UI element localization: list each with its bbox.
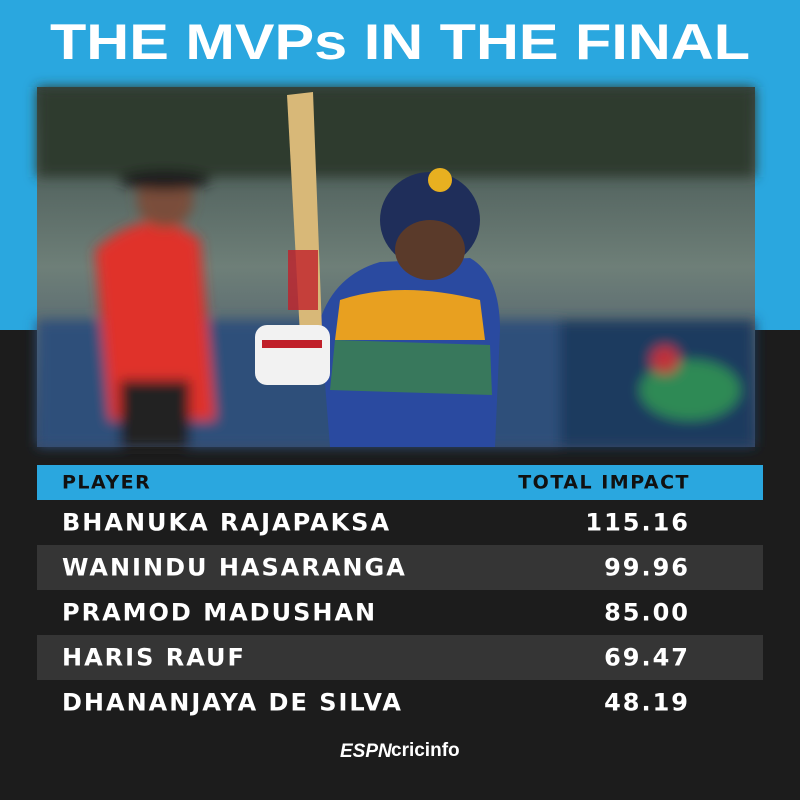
- impact-score: 85.00: [604, 599, 690, 627]
- player-name: DHANANJAYA DE SILVA: [62, 689, 403, 717]
- impact-score: 48.19: [604, 689, 690, 717]
- player-name: BHANUKA RAJAPAKSA: [62, 509, 391, 537]
- player-name: PRAMOD MADUSHAN: [62, 599, 377, 627]
- brand-logo: ESPN cricinfo: [340, 740, 460, 762]
- row-stripe: [37, 545, 763, 590]
- impact-score: 99.96: [604, 554, 690, 582]
- column-header: PLAYER: [62, 472, 151, 494]
- photo: [37, 87, 755, 447]
- title: THE MVPs IN THE FINAL: [50, 14, 750, 70]
- player-name: HARIS RAUF: [62, 644, 246, 672]
- impact-score: 69.47: [604, 644, 690, 672]
- brand-name: cricinfo: [391, 740, 460, 761]
- player-name: WANINDU HASARANGA: [62, 554, 407, 582]
- table-body: BHANUKA RAJAPAKSA 115.16 WANINDU HASARANGA…: [37, 509, 763, 717]
- table-header-bar: [37, 465, 763, 500]
- brand-mark: ESPN: [340, 741, 393, 762]
- impact-score: 115.16: [585, 509, 690, 537]
- column-header: TOTAL IMPACT: [518, 472, 690, 494]
- row-stripe: [37, 635, 763, 680]
